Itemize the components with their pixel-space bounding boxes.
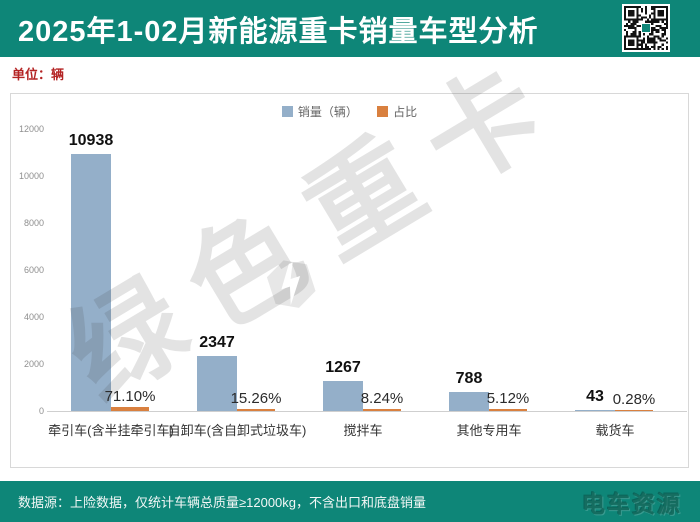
y-axis-tick: 2000 bbox=[23, 359, 44, 369]
category-label: 自卸车(含自卸式垃圾车) bbox=[167, 423, 307, 438]
category-label: 其他专用车 bbox=[456, 423, 522, 438]
x-axis-labels: 牵引车(含半挂牵引车) 自卸车(含自卸式垃圾车) 搅拌车 其他专用车 载货车 bbox=[48, 420, 678, 440]
share-bar bbox=[237, 409, 275, 411]
footer-bar: 数据源：上险数据，仅统计车辆总质量≥12000kg，不含出口和底盘销量 电车资源 bbox=[0, 481, 700, 522]
sales-bar bbox=[323, 381, 363, 411]
share-series-swatch-icon bbox=[377, 106, 389, 117]
chart-legend: 销量（辆） 占比 bbox=[11, 103, 688, 120]
share-series-label: 占比 bbox=[393, 105, 418, 119]
sales-value-label: 10938 bbox=[68, 131, 114, 149]
page-title: 2025年1-02月新能源重卡销量车型分析 bbox=[18, 15, 539, 48]
share-percent-label: 8.24% bbox=[360, 390, 404, 407]
y-axis-tick: 10000 bbox=[18, 171, 44, 181]
chart-container: 销量（辆） 占比 0 2000 4000 6000 8000 10000 12000 109… bbox=[10, 32, 689, 468]
sales-value-label: 2347 bbox=[199, 333, 235, 351]
sales-value-label: 43 bbox=[586, 387, 604, 405]
share-percent-label: 0.28% bbox=[612, 391, 656, 408]
sales-series-swatch-icon bbox=[281, 106, 293, 117]
legend-item-share[interactable]: 占比 bbox=[377, 103, 417, 120]
share-bar bbox=[363, 409, 401, 411]
legend-item-sales[interactable]: 销量（辆） bbox=[281, 103, 358, 120]
share-bar bbox=[111, 407, 149, 411]
category-label: 搅拌车 bbox=[343, 423, 383, 438]
share-percent-label: 5.12% bbox=[486, 390, 530, 407]
data-source-note: 数据源：上险数据，仅统计车辆总质量≥12000kg，不含出口和底盘销量 bbox=[18, 495, 427, 510]
y-axis-tick: 0 bbox=[38, 406, 44, 416]
sales-bar bbox=[197, 355, 237, 411]
plot-area: 10938 71.10% 2347 15.26% 1267 8.24% 788 5.12% 43… bbox=[48, 129, 678, 411]
category-label: 牵引车(含半挂牵引车) bbox=[48, 423, 174, 438]
sales-value-label: 1267 bbox=[325, 359, 361, 377]
share-bar bbox=[615, 410, 653, 411]
y-axis-tick: 4000 bbox=[23, 312, 44, 322]
site-logo: 电车资源 bbox=[582, 490, 682, 517]
sales-value-label: 788 bbox=[455, 370, 483, 388]
sales-series-label: 销量（辆） bbox=[297, 105, 358, 119]
sales-bar bbox=[575, 409, 615, 411]
category-label: 载货车 bbox=[595, 423, 635, 438]
share-percent-label: 71.10% bbox=[104, 388, 156, 405]
y-axis-tick: 8000 bbox=[23, 218, 44, 228]
sales-bar bbox=[449, 392, 489, 411]
share-percent-label: 15.26% bbox=[230, 390, 282, 407]
unit-label: 单位：辆 bbox=[12, 67, 65, 82]
y-axis-tick: 12000 bbox=[18, 124, 44, 134]
y-axis-tick: 6000 bbox=[23, 265, 44, 275]
sales-bar bbox=[71, 153, 111, 411]
x-axis-line bbox=[47, 411, 687, 412]
y-axis: 0 2000 4000 6000 8000 10000 12000 bbox=[11, 124, 44, 416]
share-bar bbox=[489, 409, 527, 411]
header-bar: 2025年1-02月新能源重卡销量车型分析 bbox=[0, 0, 700, 57]
qr-code-icon bbox=[622, 4, 670, 52]
